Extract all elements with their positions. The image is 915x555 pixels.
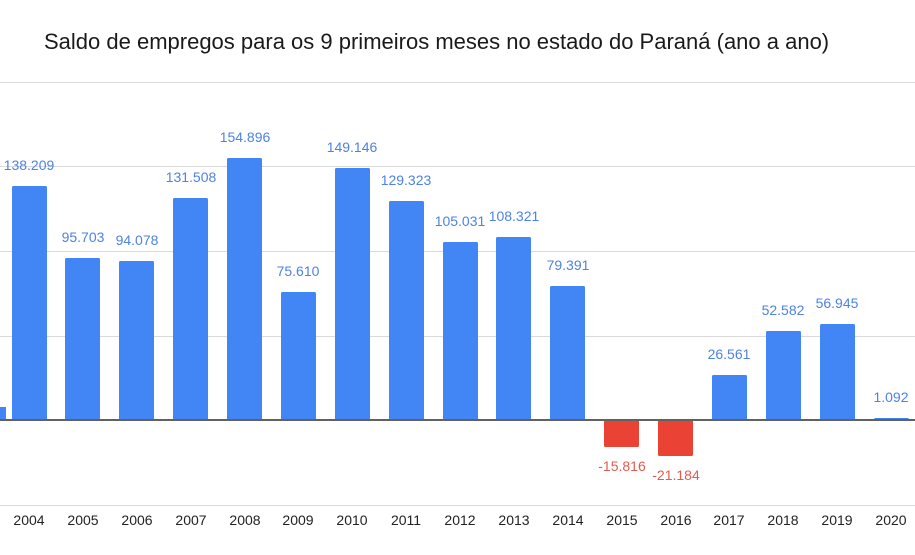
value-label-2010: 149.146	[326, 139, 378, 155]
bar-2007[interactable]	[173, 198, 208, 420]
x-tick-2017: 2017	[713, 512, 745, 528]
x-tick-2015: 2015	[606, 512, 638, 528]
value-label-2011: 129.323	[380, 172, 432, 188]
x-tick-2009: 2009	[282, 512, 314, 528]
x-tick-2006: 2006	[121, 512, 153, 528]
bar-2018[interactable]	[766, 331, 801, 420]
x-tick-2005: 2005	[67, 512, 99, 528]
zero-axis-line	[0, 419, 915, 421]
value-label-2014: 79.391	[546, 257, 590, 273]
value-label-2018: 52.582	[761, 302, 805, 318]
x-tick-2018: 2018	[767, 512, 799, 528]
bar-2017[interactable]	[712, 375, 747, 420]
bar-2009[interactable]	[281, 292, 316, 420]
value-label-2006: 94.078	[115, 232, 159, 248]
bar-2014[interactable]	[550, 286, 585, 420]
value-label-2012: 105.031	[434, 213, 486, 229]
bar-2006[interactable]	[119, 261, 154, 420]
bar-2011[interactable]	[389, 201, 424, 420]
bar-2015[interactable]	[604, 420, 639, 447]
x-tick-2013: 2013	[498, 512, 530, 528]
bar-2019[interactable]	[820, 324, 855, 420]
value-label-2007: 131.508	[165, 169, 217, 185]
value-label-2017: 26.561	[707, 346, 751, 362]
bar-2016[interactable]	[658, 420, 693, 456]
value-label-2020: 1.092	[873, 389, 909, 405]
chart-title: Saldo de empregos para os 9 primeiros me…	[44, 29, 830, 54]
value-label-2004: 138.209	[3, 157, 55, 173]
bar-2004[interactable]	[12, 186, 47, 420]
x-tick-2011: 2011	[390, 512, 422, 528]
value-label-2005: 95.703	[61, 229, 105, 245]
x-tick-2016: 2016	[660, 512, 692, 528]
bar-2010[interactable]	[335, 168, 370, 420]
value-label-2016: -21.184	[652, 467, 700, 483]
gridline-150000	[0, 166, 915, 167]
x-tick-2020: 2020	[875, 512, 907, 528]
value-label-2009: 75.610	[276, 263, 320, 279]
x-tick-2010: 2010	[336, 512, 368, 528]
gridline--50000	[0, 505, 915, 506]
bar-2005[interactable]	[65, 258, 100, 420]
bar-2013[interactable]	[496, 237, 531, 420]
x-tick-2004: 2004	[13, 512, 45, 528]
bar-clipped-left-edge[interactable]	[0, 407, 6, 420]
x-tick-2012: 2012	[444, 512, 476, 528]
value-label-2019: 56.945	[815, 295, 859, 311]
bar-2008[interactable]	[227, 158, 262, 420]
x-tick-2019: 2019	[821, 512, 853, 528]
x-tick-2014: 2014	[552, 512, 584, 528]
value-label-2013: 108.321	[488, 208, 540, 224]
value-label-2008: 154.896	[219, 129, 271, 145]
value-label-2015: -15.816	[598, 458, 646, 474]
x-tick-2008: 2008	[229, 512, 261, 528]
x-tick-2007: 2007	[175, 512, 207, 528]
bar-2012[interactable]	[443, 242, 478, 420]
gridline-200000	[0, 82, 915, 83]
